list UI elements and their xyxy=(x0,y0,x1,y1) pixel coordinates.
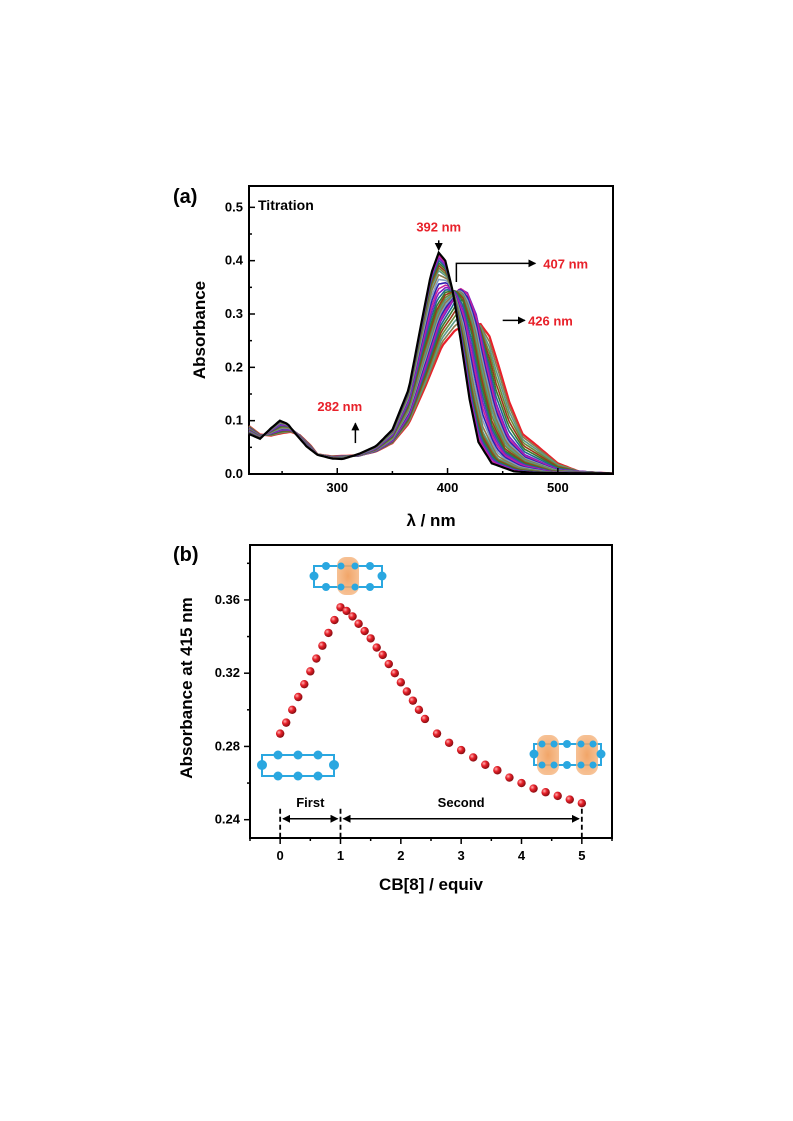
two-host-complex-schematic xyxy=(529,735,606,775)
data-point xyxy=(372,643,381,652)
data-point xyxy=(306,667,315,676)
panel-a: (a) Titration 300 400 500 0.0 0.1 0.2 0.3 0.4 0.… xyxy=(173,185,614,530)
y-tick-label: 0.5 xyxy=(225,199,243,214)
wavelength-annotation: 426 nm xyxy=(528,313,573,328)
x-tick-label: 400 xyxy=(437,480,459,495)
y-tick-label: 0.1 xyxy=(225,413,243,428)
free-chain-schematic xyxy=(257,750,339,781)
panel-b-ticks: 0 1 2 3 4 5 0.24 0.28 0.32 0.36 xyxy=(215,562,613,863)
panel-b-y-axis-label: Absorbance at 415 nm xyxy=(177,597,196,778)
data-point xyxy=(384,659,393,669)
data-point xyxy=(553,791,562,801)
data-point xyxy=(456,745,466,755)
annotation-arrow xyxy=(455,259,537,282)
one-host-complex-schematic xyxy=(309,557,387,595)
panel-a-x-axis-label: λ / nm xyxy=(406,511,455,530)
wavelength-annotation: 407 nm xyxy=(543,256,588,271)
data-point xyxy=(275,729,285,738)
panel-a-series xyxy=(248,250,614,475)
data-point xyxy=(432,729,442,738)
data-point xyxy=(294,692,303,702)
data-point xyxy=(282,718,291,727)
data-point xyxy=(354,619,363,628)
data-point xyxy=(541,788,550,797)
data-point xyxy=(336,603,345,612)
data-point xyxy=(444,738,454,747)
x-tick-label: 300 xyxy=(326,480,348,495)
data-point xyxy=(342,606,351,616)
panel-a-title: Titration xyxy=(258,197,314,213)
data-point xyxy=(312,654,321,663)
panel-a-y-axis-label: Absorbance xyxy=(190,281,209,379)
y-tick-label: 0.32 xyxy=(215,665,240,680)
data-point xyxy=(493,766,502,775)
x-tick-label: 4 xyxy=(518,848,526,863)
stage-label: First xyxy=(296,795,325,810)
data-point xyxy=(481,760,490,769)
data-point xyxy=(348,612,357,621)
data-point xyxy=(565,795,574,804)
y-tick-label: 0.36 xyxy=(215,592,240,607)
y-tick-label: 0.0 xyxy=(225,466,243,481)
x-tick-label: 5 xyxy=(578,848,585,863)
panel-b: (b) 0 1 2 3 4 5 0.24 0.28 0.32 0.36 First Second C… xyxy=(173,544,613,894)
data-point xyxy=(529,784,538,793)
x-tick-label: 2 xyxy=(397,848,404,863)
data-point xyxy=(408,696,418,705)
spectrum-line xyxy=(248,250,613,475)
y-tick-label: 0.28 xyxy=(215,738,240,753)
stage-label: Second xyxy=(438,795,485,810)
data-point xyxy=(288,705,297,715)
y-tick-label: 0.24 xyxy=(215,812,241,827)
data-point xyxy=(414,705,424,715)
data-point xyxy=(324,628,333,638)
panel-b-x-axis-label: CB[8] / equiv xyxy=(379,875,483,894)
data-point xyxy=(366,634,375,643)
wavelength-annotation: 392 nm xyxy=(416,219,461,234)
y-tick-label: 0.2 xyxy=(225,359,243,374)
data-point xyxy=(420,714,430,724)
data-point xyxy=(378,650,387,660)
x-tick-label: 3 xyxy=(458,848,465,863)
y-tick-label: 0.4 xyxy=(225,253,244,268)
data-point xyxy=(577,799,587,808)
data-point xyxy=(469,753,478,762)
panel-b-stage-markers: First Second xyxy=(279,795,583,838)
y-tick-label: 0.3 xyxy=(225,306,243,321)
panel-a-frame xyxy=(248,185,614,475)
x-tick-label: 0 xyxy=(277,848,284,863)
data-point xyxy=(300,679,309,689)
panel-a-label: (a) xyxy=(173,186,197,208)
data-point xyxy=(505,773,514,782)
panel-b-label: (b) xyxy=(173,544,199,566)
wavelength-annotation: 282 nm xyxy=(317,399,362,414)
panel-a-annotations: 392 nm 407 nm 426 nm 282 nm xyxy=(317,219,588,444)
panel-b-points xyxy=(275,603,587,808)
data-point xyxy=(396,678,406,687)
data-point xyxy=(318,641,327,650)
data-point xyxy=(360,626,369,636)
data-point xyxy=(402,687,412,696)
x-tick-label: 500 xyxy=(547,480,569,495)
data-point xyxy=(390,668,399,678)
data-point xyxy=(517,778,526,788)
panel-a-ticks: 300 400 500 0.0 0.1 0.2 0.3 0.4 0.5 xyxy=(225,199,614,495)
x-tick-label: 1 xyxy=(337,848,344,863)
data-point xyxy=(330,615,339,625)
